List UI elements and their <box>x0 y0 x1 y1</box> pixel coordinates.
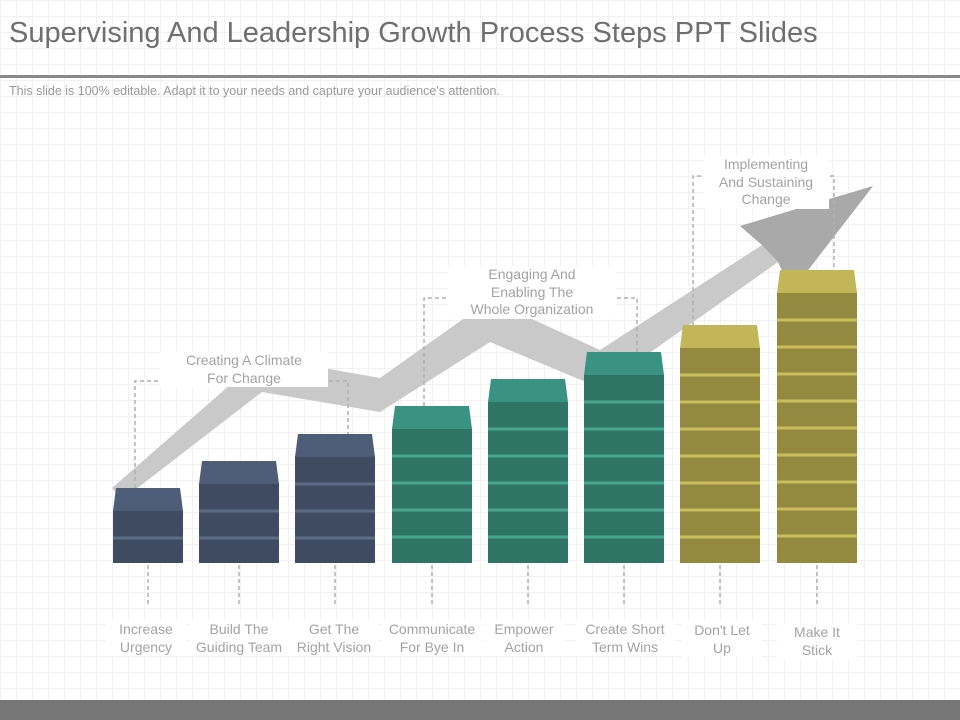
step-label-empower-action: Empower Action <box>484 620 564 656</box>
step-block-divider <box>777 507 857 511</box>
step-block-divider <box>584 400 664 404</box>
step-block-body <box>584 375 664 563</box>
slide-title: Supervising And Leadership Growth Proces… <box>9 17 818 49</box>
step-block-divider <box>777 534 857 538</box>
step-block-divider <box>392 535 472 539</box>
step-block-divider <box>488 508 568 512</box>
step-block-divider <box>488 427 568 431</box>
title-divider <box>0 75 960 78</box>
step-label-dont-let-up: Don't Let Up <box>682 621 762 657</box>
step-block-divider <box>584 535 664 539</box>
step-block-cap <box>199 461 279 484</box>
group-label-engaging: Engaging And Enabling The Whole Organizati… <box>448 266 616 319</box>
step-block-divider <box>199 509 279 513</box>
step-block-divider <box>392 508 472 512</box>
step-label-increase-urgency: Increase Urgency <box>106 620 186 656</box>
step-label-communicate: Communicate For Bye In <box>382 620 482 656</box>
step-block-divider <box>777 345 857 349</box>
growth-arrow-body <box>112 186 873 500</box>
group-label-climate: Creating A Climate For Change <box>160 352 328 387</box>
group-label-implementing: Implementing And Sustaining Change <box>703 156 829 209</box>
step-block-divider <box>113 536 183 540</box>
step-block-divider <box>680 427 760 431</box>
step-block-build-the-guiding-team <box>199 461 279 607</box>
step-block-divider <box>295 536 375 540</box>
growth-arrow-head <box>740 186 873 291</box>
group-bracket-engaging <box>423 297 638 413</box>
slide-subtitle: This slide is 100% editable. Adapt it to… <box>9 84 500 98</box>
step-block-empower-action <box>488 379 568 607</box>
step-block-divider <box>392 481 472 485</box>
step-block-divider <box>199 536 279 540</box>
step-block-cap <box>488 379 568 402</box>
step-blocks <box>113 270 857 607</box>
step-label-build-guiding-team: Build The Guiding Team <box>189 620 289 656</box>
step-block-divider <box>488 535 568 539</box>
step-block-divider <box>777 426 857 430</box>
step-label-right-vision: Get The Right Vision <box>289 620 379 656</box>
step-block-cap <box>295 434 375 457</box>
step-block-divider <box>295 509 375 513</box>
step-block-don-t-let-up <box>680 325 760 607</box>
step-block-divider <box>680 535 760 539</box>
step-block-divider <box>777 318 857 322</box>
step-block-communicate-for-bye-in <box>392 406 472 607</box>
step-block-body <box>392 429 472 563</box>
step-block-divider <box>584 481 664 485</box>
step-label-make-it-stick: Make It Stick <box>777 623 857 659</box>
step-block-cap <box>584 352 664 375</box>
step-label-short-term-wins: Create Short Term Wins <box>575 620 675 656</box>
step-block-cap <box>392 406 472 429</box>
step-block-divider <box>777 399 857 403</box>
step-block-divider <box>584 454 664 458</box>
step-block-divider <box>680 400 760 404</box>
footer-bar <box>0 700 960 720</box>
step-block-divider <box>680 373 760 377</box>
step-block-cap <box>777 270 857 293</box>
step-block-divider <box>488 454 568 458</box>
step-block-body <box>199 484 279 563</box>
step-block-divider <box>392 454 472 458</box>
step-block-divider <box>295 482 375 486</box>
step-block-get-the-right-vision <box>295 434 375 607</box>
step-block-increase-urgency <box>113 488 183 607</box>
step-block-divider <box>488 481 568 485</box>
step-block-make-it-stick <box>777 270 857 607</box>
step-block-cap <box>113 488 183 511</box>
step-block-cap <box>680 325 760 348</box>
step-block-divider <box>777 372 857 376</box>
step-block-divider <box>680 508 760 512</box>
step-block-divider <box>584 508 664 512</box>
step-block-divider <box>777 480 857 484</box>
step-block-divider <box>777 453 857 457</box>
step-block-create-short-term-wins <box>584 352 664 607</box>
step-block-divider <box>680 454 760 458</box>
step-block-divider <box>680 481 760 485</box>
step-block-divider <box>584 427 664 431</box>
